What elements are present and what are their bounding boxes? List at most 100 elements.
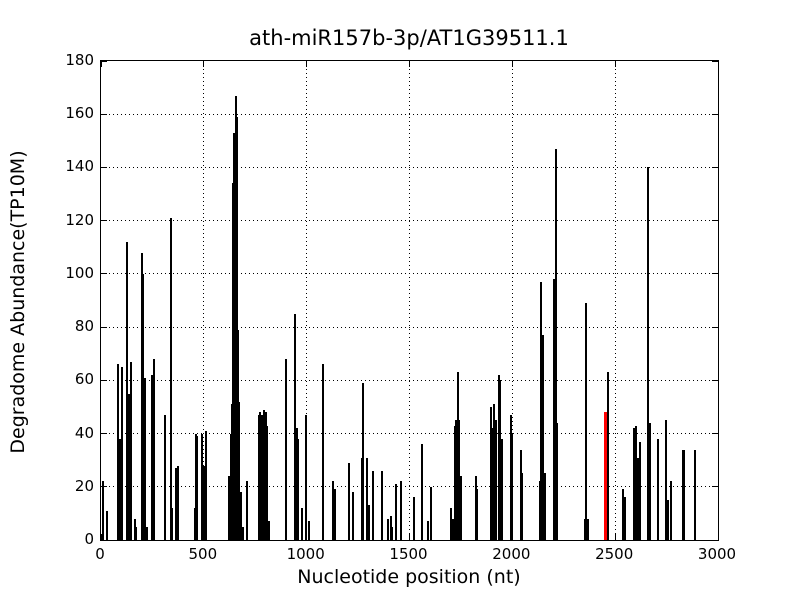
degradome-bar bbox=[266, 425, 269, 540]
degradome-bar bbox=[543, 473, 546, 540]
degradome-bar bbox=[539, 481, 542, 540]
degradome-bar bbox=[621, 489, 624, 540]
x-tick-label: 0 bbox=[95, 545, 105, 563]
degradome-bar bbox=[171, 508, 174, 540]
degradome-bar bbox=[519, 449, 522, 540]
degradome-bar bbox=[454, 420, 457, 540]
gridline-horizontal bbox=[101, 113, 718, 115]
y-tick-label: 80 bbox=[74, 317, 94, 336]
degradome-bar bbox=[176, 465, 179, 540]
degradome-bar bbox=[635, 425, 638, 540]
x-tick-mark bbox=[306, 61, 308, 67]
y-tick-mark bbox=[712, 326, 718, 328]
degradome-bar bbox=[117, 364, 120, 540]
degradome-bar bbox=[501, 438, 504, 540]
gridline-horizontal bbox=[101, 273, 718, 275]
x-tick-mark bbox=[306, 534, 308, 540]
degradome-bar bbox=[553, 279, 556, 540]
degradome-bar bbox=[175, 468, 178, 540]
degradome-bar bbox=[235, 116, 238, 540]
degradome-bar bbox=[143, 377, 146, 540]
degradome-bar bbox=[554, 148, 557, 540]
degradome-bar bbox=[494, 420, 497, 540]
degradome-bar bbox=[257, 414, 260, 540]
degradome-bar bbox=[456, 372, 459, 540]
gridline-vertical bbox=[306, 61, 308, 540]
degradome-bar bbox=[556, 422, 559, 540]
y-tick-mark bbox=[101, 220, 107, 222]
y-tick-mark bbox=[712, 113, 718, 115]
gridline-horizontal bbox=[101, 433, 718, 435]
degradome-bar bbox=[259, 412, 262, 540]
x-tick-label: 1500 bbox=[389, 545, 428, 563]
y-tick-mark bbox=[712, 166, 718, 168]
degradome-bar bbox=[227, 476, 230, 540]
y-tick-mark bbox=[712, 60, 718, 62]
y-tick-label: 140 bbox=[65, 157, 94, 176]
degradome-bar bbox=[294, 313, 297, 540]
degradome-bar bbox=[126, 412, 129, 540]
x-tick-mark bbox=[100, 61, 102, 67]
gridline-vertical bbox=[511, 61, 513, 540]
degradome-bar bbox=[540, 281, 543, 540]
x-tick-mark bbox=[614, 61, 616, 67]
chart-title: ath-miR157b-3p/AT1G39511.1 bbox=[249, 26, 569, 50]
degradome-bar bbox=[367, 505, 370, 540]
degradome-bar bbox=[352, 492, 355, 540]
degradome-bar bbox=[142, 273, 145, 540]
degradome-bar bbox=[394, 484, 397, 540]
x-tick-mark bbox=[203, 61, 205, 67]
degradome-bar bbox=[150, 375, 153, 540]
degradome-bar bbox=[420, 444, 423, 540]
degradome-bar bbox=[347, 462, 350, 540]
degradome-bar bbox=[430, 486, 433, 540]
gridline-horizontal bbox=[101, 220, 718, 222]
degradome-bar bbox=[452, 518, 455, 540]
y-tick-label: 160 bbox=[65, 104, 94, 123]
x-tick-mark bbox=[717, 61, 719, 67]
degradome-bar bbox=[497, 375, 500, 540]
degradome-bar bbox=[169, 218, 172, 540]
gridline-vertical bbox=[409, 61, 410, 540]
degradome-bar bbox=[268, 521, 271, 540]
y-tick-mark bbox=[101, 433, 107, 435]
degradome-bar bbox=[670, 481, 673, 540]
y-tick-label: 120 bbox=[65, 210, 94, 229]
degradome-bar bbox=[200, 433, 203, 540]
y-tick-mark bbox=[101, 486, 107, 488]
y-axis-label: Degradome Abundance(TP10M) bbox=[7, 150, 29, 454]
degradome-bar bbox=[476, 489, 479, 540]
x-tick-mark bbox=[409, 61, 410, 67]
degradome-bar bbox=[125, 241, 128, 540]
degradome-bar bbox=[521, 473, 524, 540]
degradome-bar bbox=[449, 508, 452, 540]
degradome-bar bbox=[234, 95, 237, 540]
y-tick-mark bbox=[712, 273, 718, 275]
y-tick-label: 180 bbox=[65, 51, 94, 69]
degradome-bar bbox=[242, 526, 245, 540]
x-tick-label: 500 bbox=[188, 545, 218, 563]
degradome-bar bbox=[130, 361, 133, 540]
degradome-bar bbox=[633, 428, 636, 540]
degradome-bar bbox=[583, 518, 586, 540]
degradome-bar bbox=[474, 476, 477, 540]
degradome-bar bbox=[240, 492, 243, 540]
degradome-bar bbox=[118, 449, 121, 540]
x-axis-label: Nucleotide position (nt) bbox=[297, 566, 521, 588]
degradome-bar bbox=[101, 481, 104, 540]
degradome-bar bbox=[681, 449, 684, 540]
degradome-bar bbox=[262, 409, 265, 540]
y-tick-label: 20 bbox=[74, 476, 94, 495]
degradome-bar bbox=[493, 404, 496, 540]
x-tick-label: 3000 bbox=[697, 545, 737, 563]
degradome-bar bbox=[372, 470, 375, 540]
degradome-bar bbox=[140, 252, 143, 540]
degradome-bar bbox=[694, 449, 697, 540]
degradome-bar bbox=[301, 508, 304, 540]
y-tick-mark bbox=[101, 379, 107, 381]
y-tick-mark bbox=[101, 539, 107, 541]
gridline-horizontal bbox=[101, 486, 718, 488]
degradome-bar bbox=[657, 438, 660, 540]
gridline-vertical bbox=[614, 61, 616, 540]
